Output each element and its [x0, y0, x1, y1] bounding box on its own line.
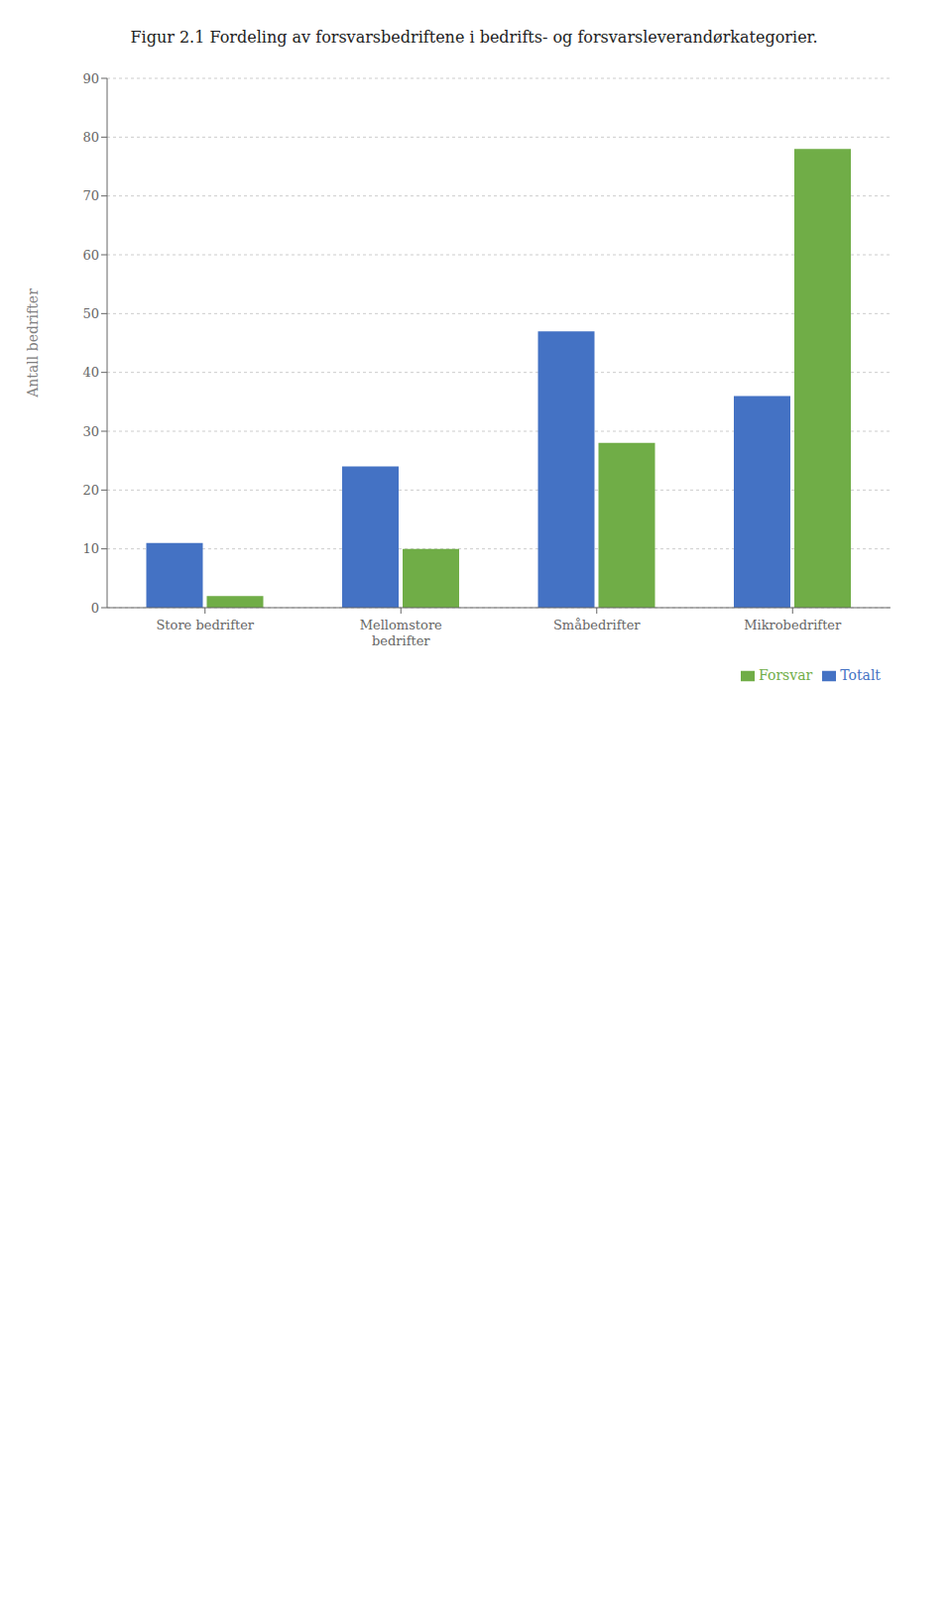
svg-text:60: 60: [82, 247, 100, 263]
html-text:Totalt: Totalt: [840, 667, 881, 684]
html-text:Figur 2.1 Fordeling av forsvar: Figur 2.1 Fordeling av forsvarsbedriften…: [130, 27, 818, 47]
svg-text:Antall bedrifter: Antall bedrifter: [24, 288, 41, 399]
svg-text:20: 20: [82, 482, 100, 498]
svg-text:80: 80: [82, 129, 100, 145]
svg-text:90: 90: [82, 71, 100, 87]
svg-text:Mellomstorebedrifter: Mellomstorebedrifter: [359, 617, 443, 649]
svg-text:10: 10: [82, 541, 100, 557]
html-text:Forsvar: Forsvar: [758, 667, 813, 684]
svg-text:40: 40: [82, 364, 100, 380]
svg-text:50: 50: [82, 306, 100, 322]
svg-text:0: 0: [91, 600, 100, 616]
svg-text:30: 30: [82, 424, 100, 440]
svg-text:70: 70: [82, 188, 100, 204]
svg-text:Mikrobedrifter: Mikrobedrifter: [743, 617, 842, 633]
svg-text:Store bedrifter: Store bedrifter: [155, 617, 254, 633]
svg-text:Småbedrifter: Småbedrifter: [553, 617, 641, 633]
